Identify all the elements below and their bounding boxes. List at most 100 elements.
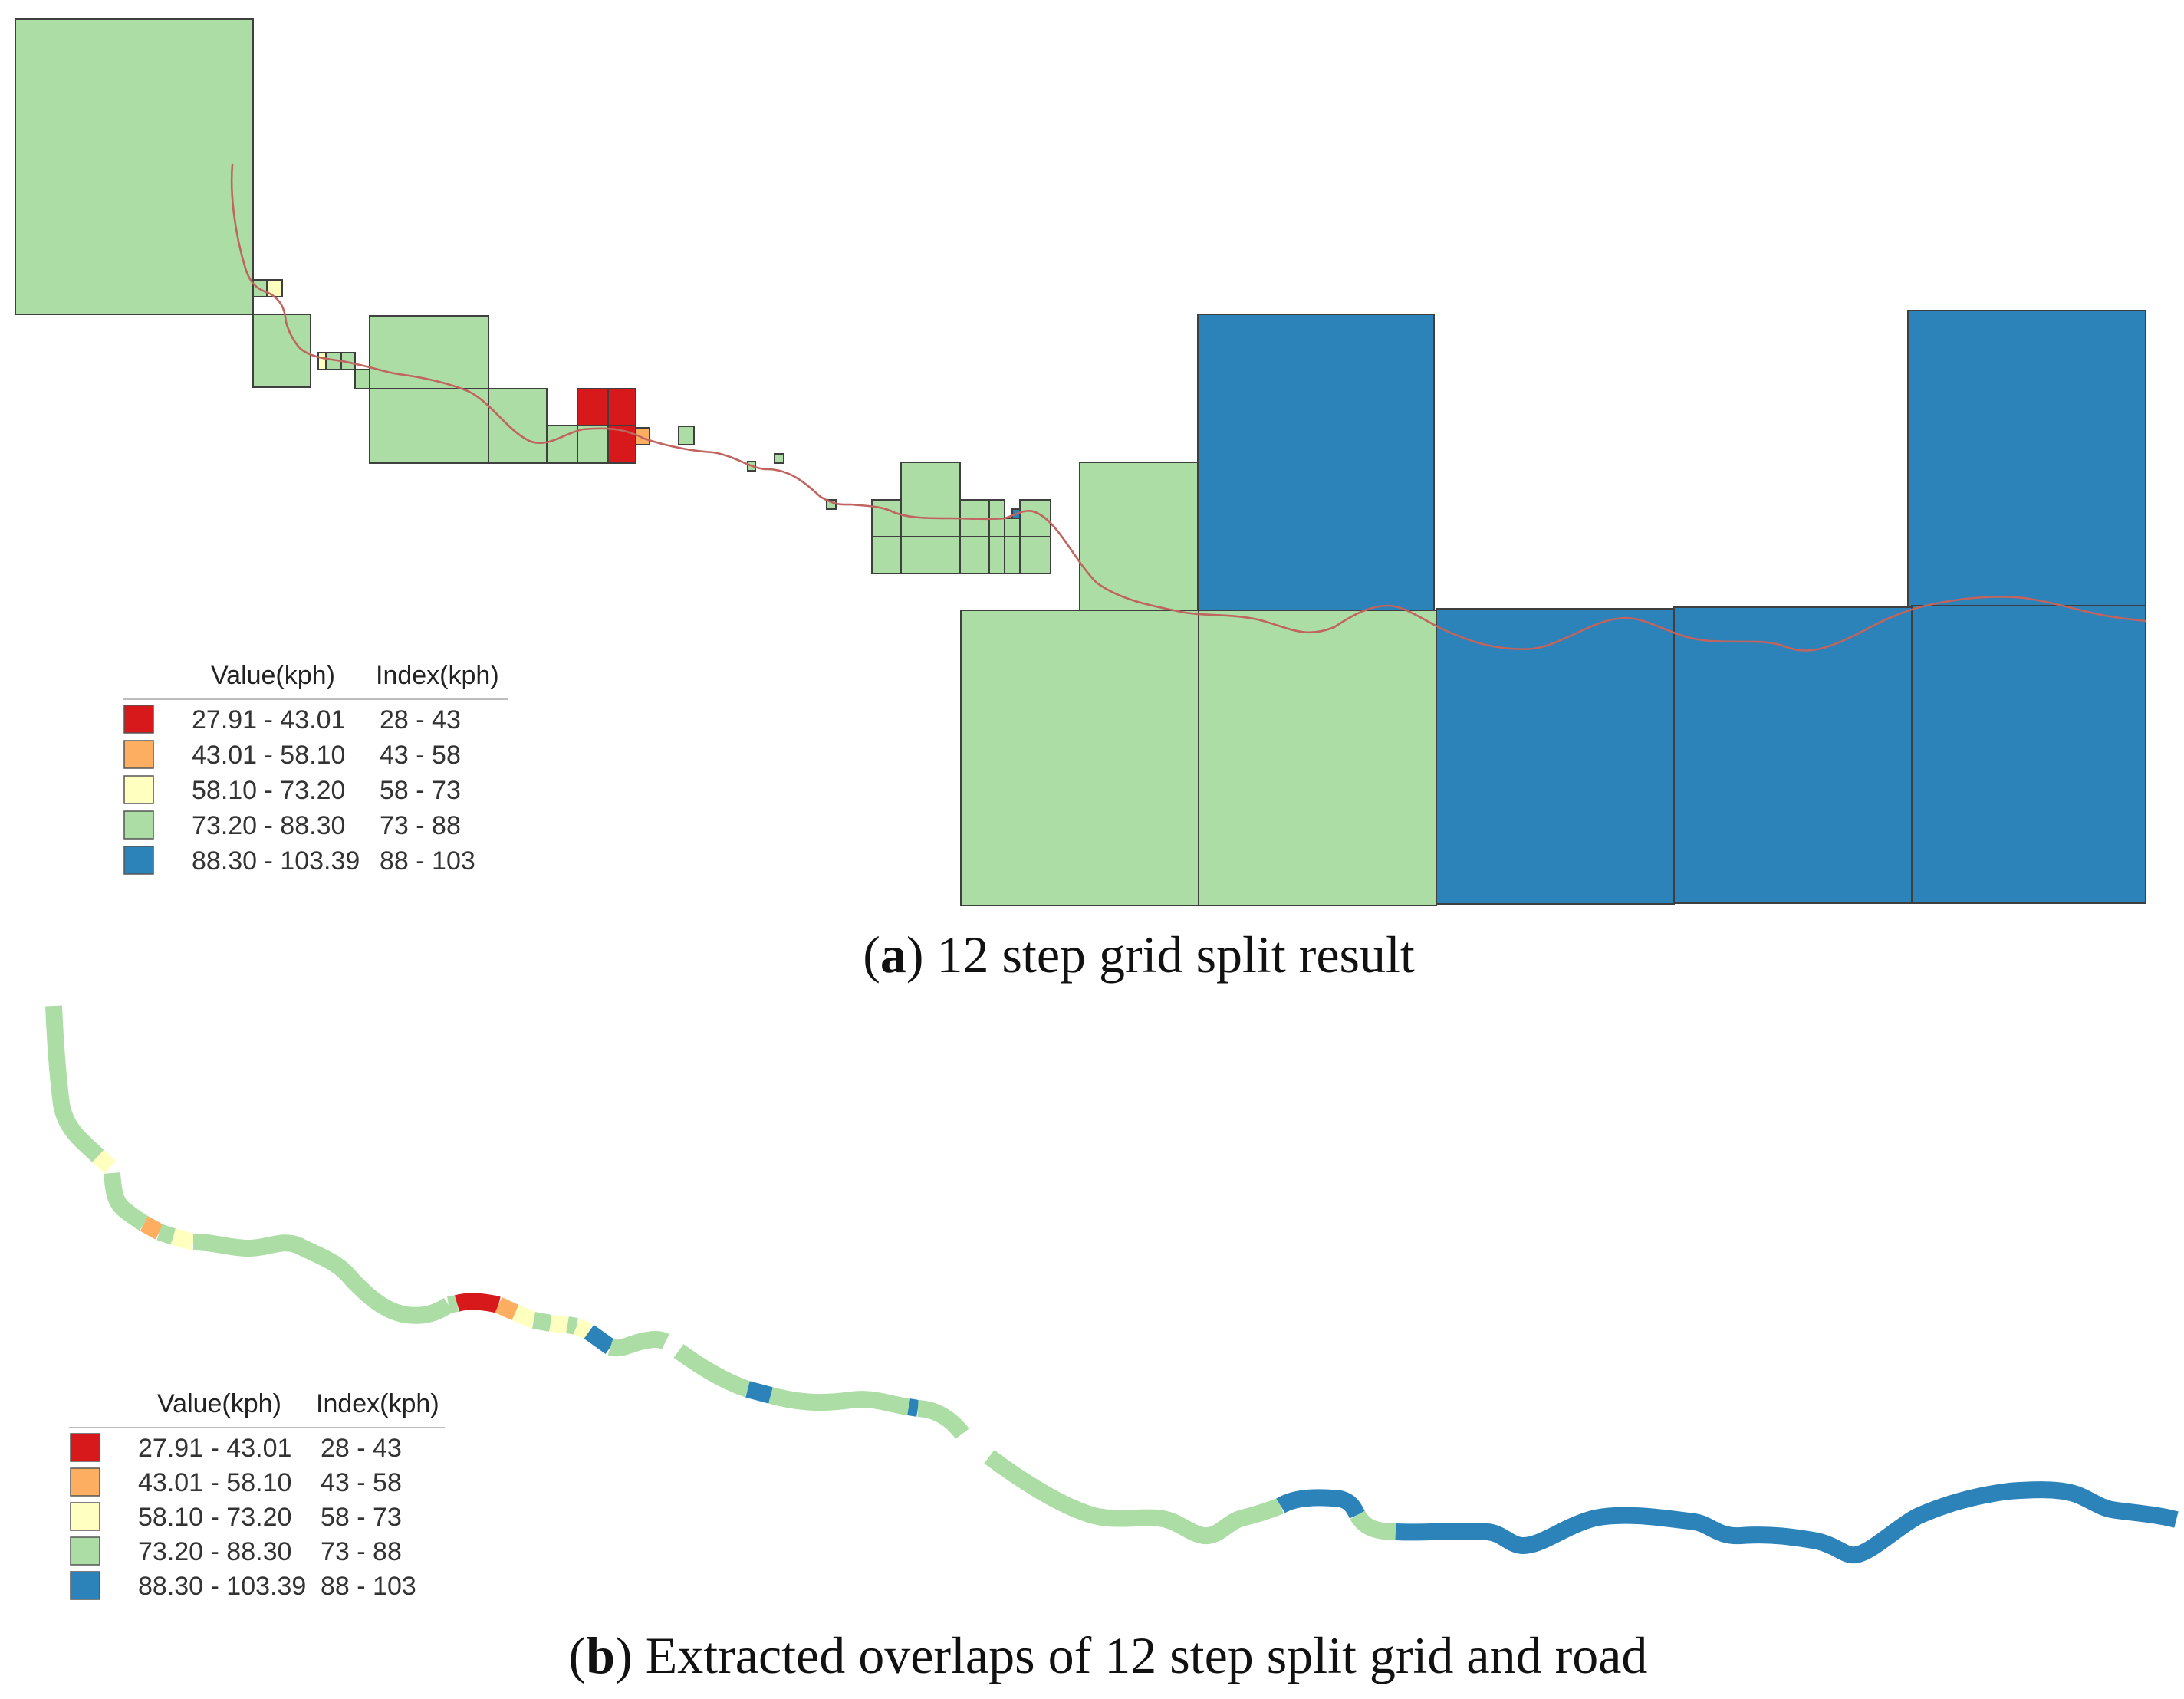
legend-index: 73 - 88 bbox=[321, 1537, 402, 1566]
legend-header-value: Value(kph) bbox=[157, 1389, 281, 1418]
legend-index: 58 - 73 bbox=[380, 776, 461, 805]
road-segment bbox=[907, 1398, 919, 1417]
legend-swatch bbox=[70, 1571, 100, 1600]
legend-value: 88.30 - 103.39 bbox=[192, 846, 360, 876]
legend-index: 43 - 58 bbox=[380, 741, 461, 770]
grid-cell bbox=[774, 453, 784, 464]
grid-cell bbox=[354, 369, 371, 389]
panel-b-road bbox=[45, 1005, 2179, 1564]
legend-swatch bbox=[123, 740, 154, 769]
legend-value: 43.01 - 58.10 bbox=[138, 1468, 291, 1497]
legend-swatch bbox=[70, 1502, 100, 1531]
grid-cell bbox=[1911, 605, 2146, 904]
grid-cell bbox=[546, 425, 578, 464]
grid-cell bbox=[252, 314, 311, 388]
legend-value: 58.10 - 73.20 bbox=[192, 776, 345, 805]
legend-swatch bbox=[123, 810, 154, 840]
grid-cell bbox=[988, 536, 1005, 574]
grid-cell bbox=[900, 462, 961, 537]
caption-b-text: Extracted overlaps of 12 step split grid… bbox=[646, 1626, 1648, 1684]
road-segment bbox=[156, 1224, 176, 1245]
legend-swatch bbox=[123, 775, 154, 804]
legend-index: 28 - 43 bbox=[380, 705, 461, 734]
road-segment bbox=[532, 1312, 552, 1332]
legend-row: 73.20 - 88.30 73 - 88 bbox=[123, 810, 461, 840]
grid-cell bbox=[678, 426, 695, 445]
panel-a-map bbox=[15, 18, 2146, 906]
legend-row: 43.01 - 58.10 43 - 58 bbox=[123, 740, 461, 770]
legend-row: 27.91 - 43.01 28 - 43 bbox=[70, 1433, 402, 1463]
grid-cell bbox=[959, 536, 990, 574]
grid-cell bbox=[607, 388, 636, 426]
legend-value: 27.91 - 43.01 bbox=[192, 705, 345, 734]
grid-cell bbox=[577, 425, 609, 464]
grid-cell bbox=[1673, 606, 1913, 904]
road-segment bbox=[171, 1228, 196, 1250]
legend-row: 88.30 - 103.39 88 - 103 bbox=[70, 1571, 416, 1601]
caption-a-text: 12 step grid split result bbox=[937, 925, 1415, 984]
road-segment bbox=[584, 1325, 616, 1354]
road-segment bbox=[550, 1315, 568, 1333]
legend-index: 73 - 88 bbox=[380, 811, 461, 840]
road-segment bbox=[573, 1318, 593, 1340]
legend-swatch bbox=[123, 846, 154, 875]
legend-header-index: Index(kph) bbox=[376, 661, 499, 690]
road-segment bbox=[192, 1234, 454, 1324]
road-segment bbox=[566, 1316, 578, 1335]
grid-cell bbox=[900, 536, 961, 574]
legend-swatch bbox=[70, 1467, 100, 1497]
legend-index: 43 - 58 bbox=[321, 1468, 402, 1497]
legend-value: 88.30 - 103.39 bbox=[138, 1572, 306, 1601]
road-segment bbox=[92, 1149, 117, 1174]
legend-value: 58.10 - 73.20 bbox=[138, 1503, 291, 1532]
road-segment bbox=[454, 1293, 501, 1313]
grid-cell bbox=[607, 425, 636, 464]
grid-cell bbox=[1436, 608, 1675, 905]
legend-swatch bbox=[70, 1536, 100, 1566]
grid-cell bbox=[1004, 536, 1021, 574]
grid-cell bbox=[1079, 462, 1199, 611]
legend-header-index: Index(kph) bbox=[316, 1389, 439, 1418]
caption-a: (a) 12 step grid split result bbox=[863, 925, 1415, 984]
legend-value: 73.20 - 88.30 bbox=[138, 1537, 291, 1566]
grid-cell bbox=[871, 499, 902, 537]
road-segment bbox=[1395, 1481, 2179, 1564]
legend-row: 88.30 - 103.39 88 - 103 bbox=[123, 846, 475, 876]
legend-row: 27.91 - 43.01 28 - 43 bbox=[123, 705, 461, 734]
grid-cell bbox=[1019, 536, 1051, 574]
road-segment bbox=[140, 1216, 164, 1240]
road-segment bbox=[916, 1400, 969, 1439]
legend-value: 73.20 - 88.30 bbox=[192, 811, 345, 840]
legend-index: 28 - 43 bbox=[321, 1434, 402, 1463]
legend-index: 88 - 103 bbox=[321, 1572, 416, 1601]
grid-cell bbox=[488, 388, 548, 464]
grid-cell bbox=[1198, 610, 1437, 906]
grid-cell bbox=[1907, 310, 2146, 607]
grid-cell bbox=[635, 427, 650, 445]
legend-header-value: Value(kph) bbox=[211, 661, 335, 690]
road-line bbox=[230, 163, 2147, 652]
road-segment bbox=[45, 1005, 104, 1162]
road-segment bbox=[1276, 1489, 1366, 1519]
legend-index: 88 - 103 bbox=[380, 846, 475, 876]
road-segment bbox=[768, 1387, 910, 1415]
legend-value: 43.01 - 58.10 bbox=[192, 741, 345, 770]
road-segment bbox=[495, 1296, 519, 1321]
grid-cell bbox=[577, 388, 609, 426]
grid-cell bbox=[871, 536, 902, 574]
road-segment bbox=[1350, 1510, 1396, 1540]
legend-index: 58 - 73 bbox=[321, 1503, 402, 1532]
legend-b: Value(kph) Index(kph) 27.91 - 43.01 28 -… bbox=[69, 1389, 445, 1601]
caption-a-label: a bbox=[880, 925, 906, 984]
road-segment bbox=[984, 1450, 1284, 1545]
grid-cell bbox=[1004, 518, 1021, 537]
caption-b: (b) Extracted overlaps of 12 step split … bbox=[569, 1626, 1648, 1684]
grid-cell bbox=[960, 610, 1199, 906]
legend-row: 43.01 - 58.10 43 - 58 bbox=[70, 1467, 402, 1497]
road-segment bbox=[673, 1344, 751, 1398]
legend-value: 27.91 - 43.01 bbox=[138, 1434, 291, 1463]
grid-cell bbox=[317, 352, 327, 370]
road-segment bbox=[104, 1172, 150, 1231]
road-segment bbox=[511, 1304, 538, 1329]
